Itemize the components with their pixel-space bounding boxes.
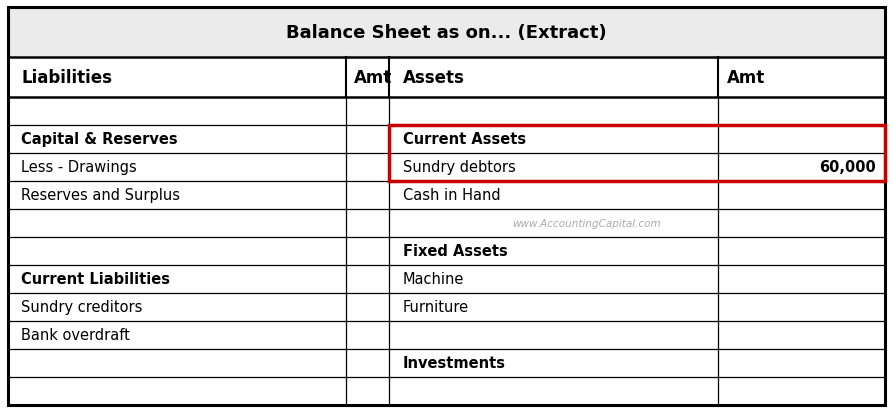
Text: Liabilities: Liabilities <box>21 69 113 87</box>
Bar <box>8 321 885 349</box>
Text: Current Assets: Current Assets <box>403 132 526 147</box>
Text: Machine: Machine <box>403 272 464 287</box>
Text: Sundry creditors: Sundry creditors <box>21 300 143 315</box>
Text: Amt: Amt <box>355 69 393 87</box>
Text: Capital & Reserves: Capital & Reserves <box>21 132 178 147</box>
Text: 60,000: 60,000 <box>820 160 876 175</box>
Bar <box>8 377 885 405</box>
Bar <box>8 349 885 377</box>
Text: Amt: Amt <box>727 69 765 87</box>
Text: Current Liabilities: Current Liabilities <box>21 272 171 287</box>
Bar <box>8 126 885 154</box>
Text: Furniture: Furniture <box>403 300 469 315</box>
Text: Assets: Assets <box>403 69 464 87</box>
Text: Cash in Hand: Cash in Hand <box>403 188 500 203</box>
Text: Fixed Assets: Fixed Assets <box>403 244 507 259</box>
Text: www.AccountingCapital.com: www.AccountingCapital.com <box>513 218 661 228</box>
Text: Balance Sheet as on... (Extract): Balance Sheet as on... (Extract) <box>286 24 607 42</box>
Bar <box>8 154 885 182</box>
Bar <box>8 293 885 321</box>
Bar <box>8 58 885 98</box>
Text: Reserves and Surplus: Reserves and Surplus <box>21 188 180 203</box>
Bar <box>8 182 885 209</box>
Text: Investments: Investments <box>403 356 505 370</box>
Text: Bank overdraft: Bank overdraft <box>21 328 130 343</box>
Bar <box>8 237 885 266</box>
Bar <box>8 98 885 126</box>
Text: Less - Drawings: Less - Drawings <box>21 160 137 175</box>
Bar <box>389 126 885 182</box>
Bar <box>8 209 885 237</box>
Bar <box>8 8 885 58</box>
Bar <box>8 266 885 293</box>
Text: Sundry debtors: Sundry debtors <box>403 160 515 175</box>
